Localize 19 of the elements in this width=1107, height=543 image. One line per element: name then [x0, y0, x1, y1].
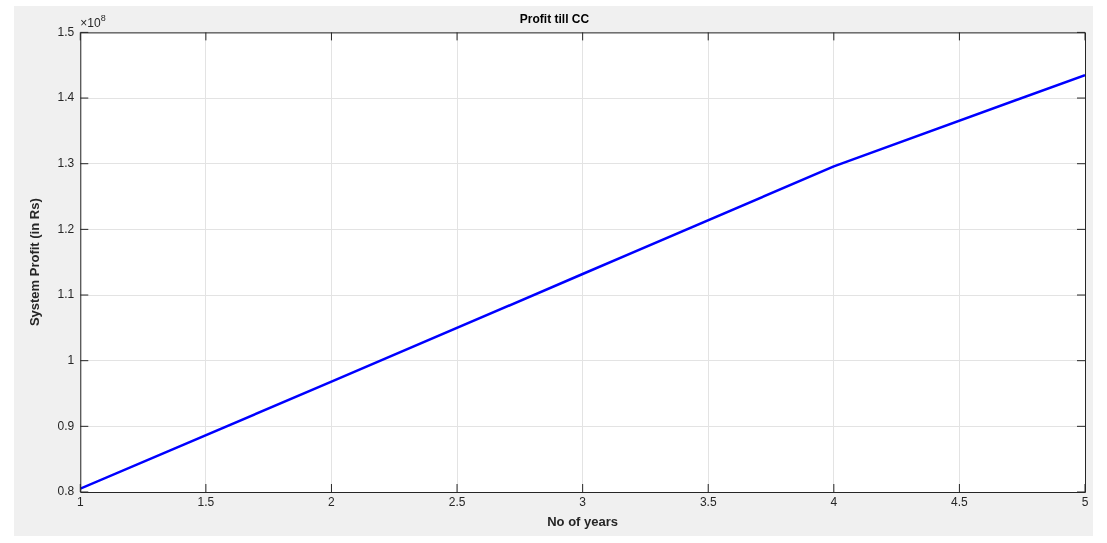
- y-tick-label: 1.4: [57, 90, 75, 105]
- y-tick-label: 1.5: [57, 24, 75, 39]
- y-tick-label: 0.9: [57, 418, 75, 433]
- y-tick-label: 1.1: [57, 287, 75, 302]
- x-tick-label: 3.5: [699, 494, 717, 509]
- x-tick-label: 1.5: [197, 494, 215, 509]
- x-tick-label: 4.5: [951, 494, 969, 509]
- y-tick-label: 0.8: [57, 484, 75, 499]
- y-axis-title: System Profit (in Rs): [27, 198, 43, 327]
- x-tick-label: 3: [579, 494, 587, 509]
- x-tick-label: 2.5: [448, 494, 466, 509]
- x-axis-title: No of years: [547, 513, 619, 529]
- y-tick-label: 1.2: [57, 221, 75, 236]
- x-tick-label: 4: [830, 494, 838, 509]
- y-tick-label: 1.3: [57, 156, 75, 171]
- y-tick-label: 1: [67, 353, 75, 367]
- x-tick-label: 2: [328, 494, 336, 509]
- x-tick-label: 5: [1081, 494, 1089, 509]
- chart-title: Profit till CC: [519, 11, 590, 26]
